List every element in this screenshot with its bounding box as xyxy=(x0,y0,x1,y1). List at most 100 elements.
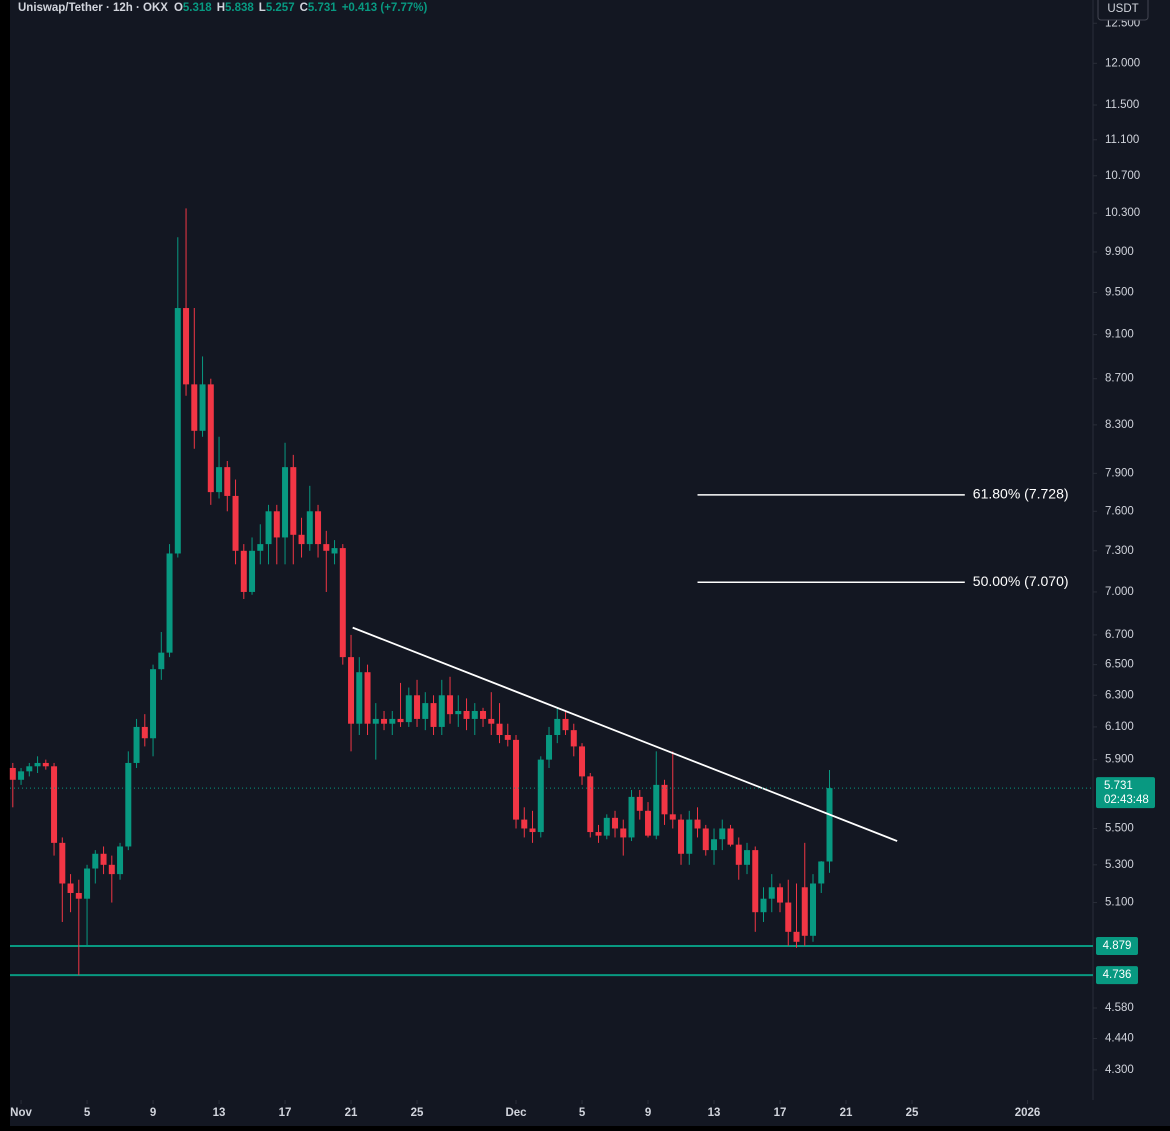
candle-body xyxy=(488,718,495,724)
y-tick-label: 6.100 xyxy=(1105,721,1134,733)
candle-body xyxy=(9,767,16,780)
candle-body xyxy=(381,718,388,724)
candle-body xyxy=(389,718,396,724)
y-tick-label: 9.900 xyxy=(1105,246,1134,258)
candle-body xyxy=(257,544,264,551)
candle-body xyxy=(290,467,297,535)
candle-body xyxy=(108,864,115,875)
candle-body xyxy=(430,703,437,727)
y-tick-label: 7.600 xyxy=(1105,505,1134,517)
candle-body xyxy=(727,828,734,845)
candle-body xyxy=(100,853,107,865)
y-tick-label: 6.300 xyxy=(1105,689,1134,701)
candle-body xyxy=(777,887,784,903)
candle-body xyxy=(249,550,256,592)
candle-body xyxy=(141,726,148,739)
y-tick-label: 5.900 xyxy=(1105,754,1134,766)
y-tick-label: 9.500 xyxy=(1105,286,1134,298)
candle-body xyxy=(372,718,379,724)
candle-body xyxy=(513,739,520,820)
y-tick-label: 4.440 xyxy=(1105,1032,1134,1044)
y-tick-label: 11.500 xyxy=(1105,99,1139,111)
candle-body xyxy=(554,718,561,736)
y-tick-label: 10.300 xyxy=(1105,207,1140,219)
candle-body xyxy=(18,771,25,780)
candle-body xyxy=(752,850,759,913)
candle-body xyxy=(240,550,247,592)
candle-body xyxy=(768,887,775,899)
candle-body xyxy=(422,703,429,719)
candle-body xyxy=(117,846,124,875)
x-tick-label: Nov xyxy=(10,1107,32,1119)
candle-body xyxy=(810,883,817,936)
candle-body xyxy=(504,735,511,740)
candle-body xyxy=(480,710,487,719)
y-tick-label: 8.700 xyxy=(1105,373,1134,385)
candle-body xyxy=(579,746,586,777)
candle-body xyxy=(125,762,132,847)
candle-body xyxy=(694,819,701,829)
candle-body xyxy=(447,695,454,715)
x-tick-label: 25 xyxy=(906,1107,919,1119)
candle-body xyxy=(587,776,594,833)
candle-body xyxy=(133,726,140,763)
candle-body xyxy=(84,868,91,899)
legend-value: 5.838 xyxy=(225,2,254,14)
y-tick-label: 4.300 xyxy=(1105,1064,1134,1076)
y-tick-label: 12.000 xyxy=(1105,57,1140,69)
candle-body xyxy=(364,672,371,724)
y-tick-label: 10.700 xyxy=(1105,170,1140,182)
y-tick-label: 5.300 xyxy=(1105,859,1134,871)
candle-body xyxy=(471,710,478,719)
candle-body xyxy=(306,511,313,545)
background xyxy=(10,0,1170,1126)
y-tick-label: 7.900 xyxy=(1105,467,1134,479)
x-tick-label: 13 xyxy=(708,1107,721,1119)
trendline xyxy=(352,626,898,842)
candle-body xyxy=(744,850,751,865)
x-tick-label: 21 xyxy=(840,1107,853,1119)
legend-value: 5.318 xyxy=(183,2,212,14)
x-tick-label: 21 xyxy=(345,1107,358,1119)
candle-body xyxy=(150,669,157,739)
candle-body xyxy=(356,672,363,724)
fib-label: 50.00% (7.070) xyxy=(973,573,1069,589)
y-tick-label: 8.300 xyxy=(1105,419,1134,431)
candle-body xyxy=(678,819,685,854)
candle-body xyxy=(669,814,676,820)
legend-symbol: Uniswap/Tether · 12h · OKX xyxy=(18,2,168,14)
candle-body xyxy=(232,495,239,551)
x-tick-label: Dec xyxy=(505,1107,527,1119)
last-price-badge xyxy=(1096,777,1155,809)
x-tick-label: 25 xyxy=(411,1107,424,1119)
x-tick-label: 9 xyxy=(645,1107,651,1119)
x-tick-label: 13 xyxy=(213,1107,226,1119)
candle-body xyxy=(323,544,330,551)
fib-label: 61.80% (7.728) xyxy=(973,486,1069,502)
candle-body xyxy=(92,853,99,869)
candle-body xyxy=(521,819,528,829)
candle-body xyxy=(719,828,726,840)
candle-body xyxy=(397,718,404,723)
candle-body xyxy=(546,735,553,760)
candle-body xyxy=(620,828,627,838)
candle-body xyxy=(298,534,305,545)
last-price-label: 5.731 xyxy=(1104,780,1133,792)
x-tick-label: 17 xyxy=(279,1107,292,1119)
candle-body xyxy=(166,553,173,653)
candle-body xyxy=(315,511,322,545)
candle-body xyxy=(661,784,668,815)
y-tick-label: 11.100 xyxy=(1105,134,1139,146)
y-tick-label: 7.000 xyxy=(1105,586,1134,598)
candle-body xyxy=(405,695,412,723)
candle-body xyxy=(628,796,635,838)
legend-key: C xyxy=(300,2,308,14)
candle-body xyxy=(826,788,833,862)
candle-body xyxy=(570,730,577,747)
candle-body xyxy=(174,308,181,554)
candle-body xyxy=(339,548,346,658)
candle-body xyxy=(537,759,544,833)
legend-change: +0.413 (+7.77%) xyxy=(342,2,428,14)
candle-body xyxy=(702,828,709,851)
candle-body xyxy=(645,810,652,836)
